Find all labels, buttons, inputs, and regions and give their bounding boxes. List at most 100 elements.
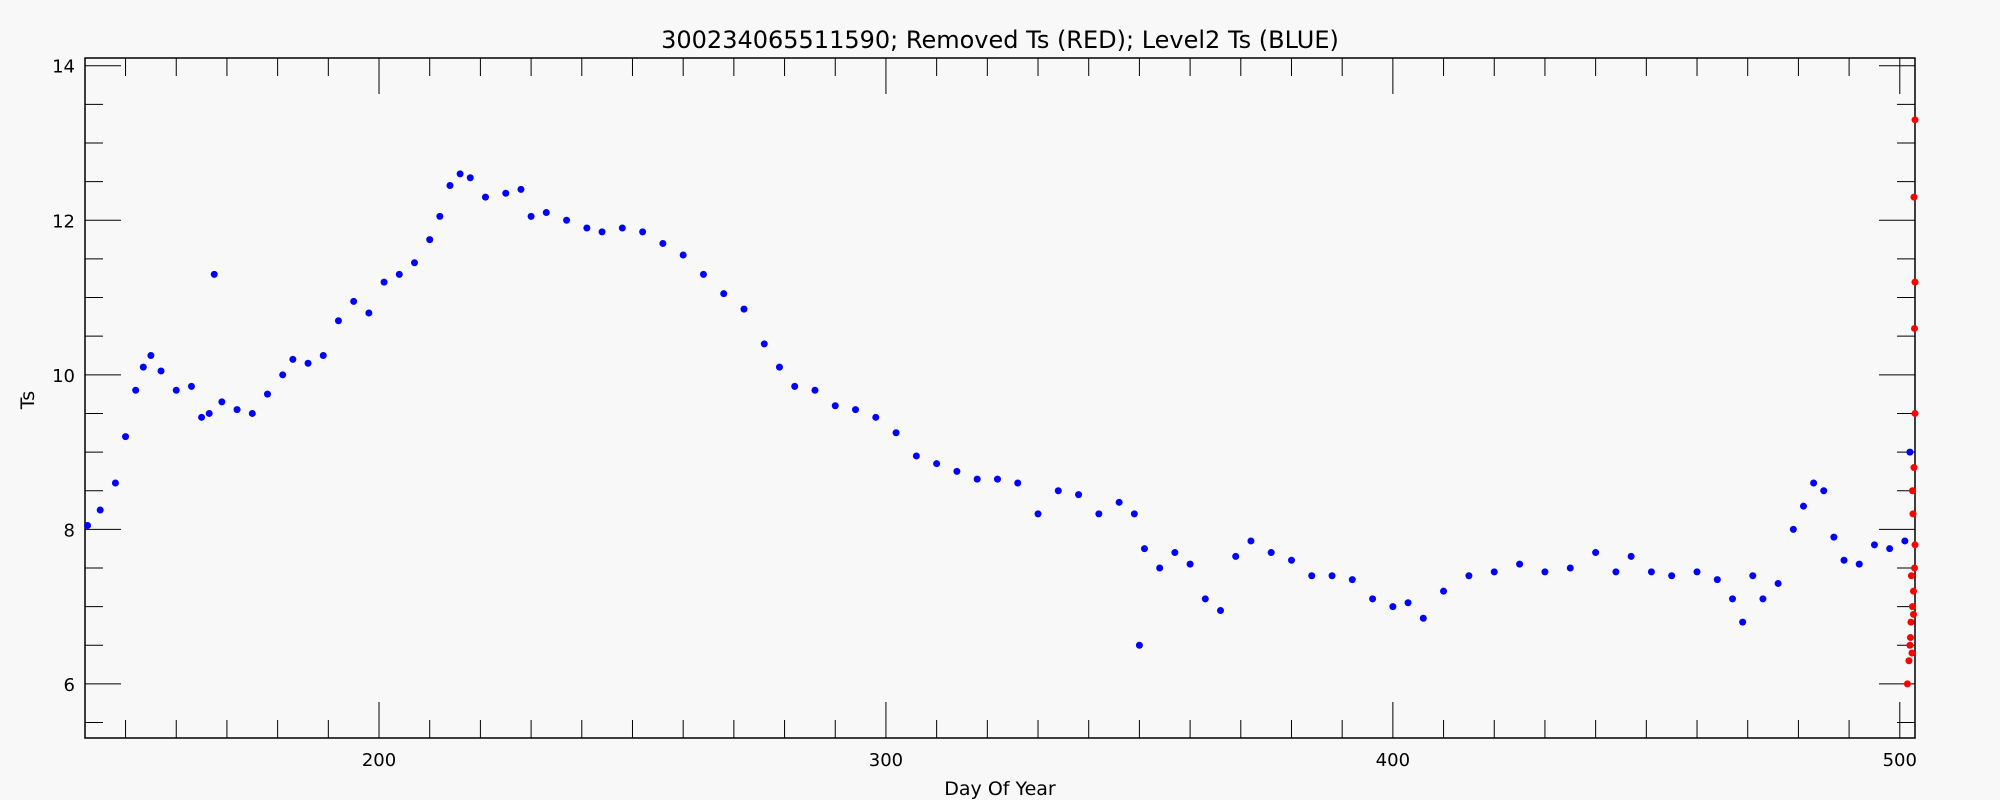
level2-point [699, 270, 707, 278]
y-tick-label: 12 [52, 211, 75, 232]
level2-point [527, 212, 535, 220]
level2-point [1440, 587, 1448, 595]
x-tick-label: 200 [362, 750, 396, 771]
x-tick-label: 400 [1376, 750, 1410, 771]
level2-point [598, 228, 606, 236]
level2-point [1034, 510, 1042, 518]
level2-point [563, 216, 571, 224]
level2-point [1774, 579, 1782, 587]
level2-point [1419, 614, 1427, 622]
removed-point [1908, 603, 1916, 611]
level2-point [1156, 564, 1164, 572]
level2-point [1140, 545, 1148, 553]
level2-point [248, 409, 256, 417]
level2-point [157, 367, 165, 375]
level2-point [1810, 479, 1818, 487]
level2-point [1348, 576, 1356, 584]
y-tick-label: 8 [64, 520, 75, 541]
removed-point [1911, 116, 1919, 124]
level2-point [720, 290, 728, 298]
level2-point [446, 182, 454, 189]
level2-point [1749, 572, 1757, 580]
level2-point [1693, 568, 1701, 576]
level2-point [892, 429, 900, 437]
level2-point [912, 452, 920, 460]
level2-point [1287, 556, 1295, 564]
level2-point [775, 363, 783, 371]
level2-point [618, 224, 626, 232]
level2-point [1130, 510, 1138, 518]
level2-point [1516, 560, 1524, 568]
removed-point [1911, 278, 1919, 286]
removed-point [1910, 564, 1918, 572]
level2-point [740, 305, 748, 313]
level2-point [1855, 560, 1863, 568]
removed-point [1910, 193, 1918, 201]
level2-point [1075, 491, 1083, 499]
level2-point [1830, 533, 1838, 541]
level2-point [1789, 525, 1797, 533]
level2-point [542, 209, 550, 217]
removed-point [1905, 657, 1913, 665]
level2-point [481, 193, 489, 201]
level2-point [973, 475, 981, 483]
level2-point [289, 355, 297, 363]
level2-point [1759, 595, 1767, 603]
x-tick-label: 300 [869, 750, 903, 771]
removed-point [1911, 541, 1919, 549]
level2-point [187, 382, 195, 390]
level2-point [993, 475, 1001, 483]
level2-point [319, 352, 327, 359]
level2-point [132, 386, 140, 394]
level2-point [953, 467, 961, 475]
level2-point [1592, 549, 1600, 557]
level2-point [760, 340, 768, 348]
removed-point [1908, 649, 1916, 657]
data-points [84, 116, 1919, 688]
level2-point [96, 506, 104, 514]
level2-point [659, 239, 667, 247]
level2-point [205, 409, 213, 417]
level2-point [933, 460, 941, 468]
level2-point [172, 386, 180, 394]
level2-point [1404, 599, 1412, 607]
level2-point [679, 251, 687, 259]
removed-point [1909, 610, 1917, 618]
level2-point [583, 224, 591, 232]
level2-point [1886, 545, 1894, 553]
level2-point [1739, 618, 1747, 626]
level2-point [436, 212, 444, 220]
level2-point [1135, 641, 1143, 649]
level2-point [1247, 537, 1255, 545]
removed-point [1907, 572, 1915, 580]
level2-point [1328, 572, 1336, 580]
level2-point [147, 352, 155, 359]
level2-point [1906, 448, 1914, 456]
level2-point [1267, 549, 1275, 557]
removed-point [1906, 641, 1914, 649]
level2-point [1232, 552, 1240, 560]
level2-point [1566, 564, 1574, 572]
removed-point [1911, 409, 1919, 417]
level2-point [198, 413, 206, 421]
level2-point [233, 406, 241, 414]
level2-point [831, 402, 839, 410]
level2-point [210, 270, 218, 278]
level2-point [1308, 572, 1316, 580]
level2-point [517, 185, 525, 193]
axis-ticks: 6 8 10 12 14 200 300 400 500 [52, 57, 1917, 771]
level2-point [1729, 595, 1737, 603]
level2-point [1647, 568, 1655, 576]
level2-point [1389, 603, 1397, 611]
removed-point [1910, 324, 1918, 332]
y-tick-label: 6 [64, 675, 75, 696]
level2-point [350, 297, 358, 305]
level2-point [456, 170, 464, 178]
level2-point [84, 522, 92, 529]
level2-point [1713, 576, 1721, 584]
level2-point [122, 433, 130, 441]
x-tick-label: 500 [1883, 750, 1917, 771]
level2-point [1627, 552, 1635, 560]
level2-point [1186, 560, 1194, 568]
